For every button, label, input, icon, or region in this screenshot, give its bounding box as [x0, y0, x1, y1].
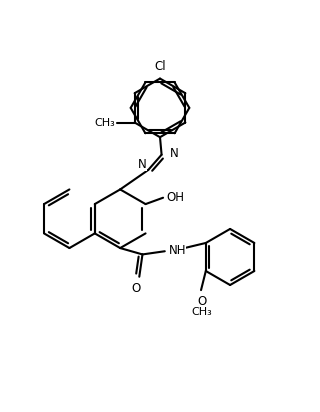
- Text: Cl: Cl: [154, 60, 166, 73]
- Text: N: N: [138, 158, 147, 171]
- Text: CH₃: CH₃: [95, 117, 116, 128]
- Text: N: N: [170, 147, 178, 159]
- Text: O: O: [132, 283, 141, 295]
- Text: NH: NH: [169, 244, 186, 257]
- Text: OH: OH: [166, 191, 184, 204]
- Text: O: O: [197, 295, 206, 308]
- Text: CH₃: CH₃: [191, 307, 212, 317]
